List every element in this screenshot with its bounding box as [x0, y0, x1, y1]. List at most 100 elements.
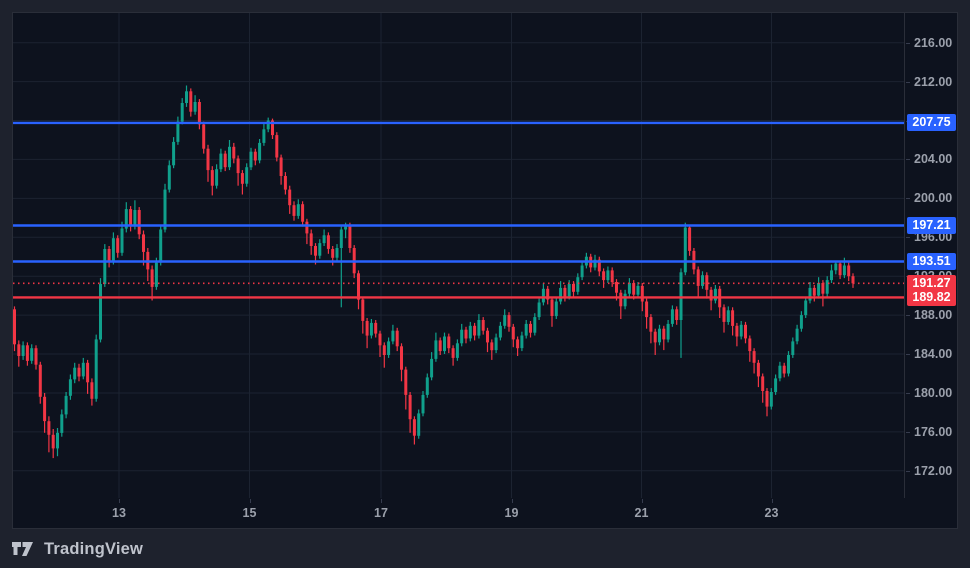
candle [167, 160, 171, 193]
price-label: 204.00 [914, 152, 953, 166]
candle [30, 344, 34, 364]
candle [468, 321, 472, 342]
candle [653, 328, 657, 355]
time-label: 13 [112, 506, 126, 520]
candle [537, 298, 541, 320]
candle [172, 137, 176, 169]
tradingview-logo-icon[interactable] [12, 541, 35, 558]
candle [421, 391, 425, 417]
candle [559, 281, 563, 305]
price-label: 188.00 [914, 308, 953, 322]
candle [602, 268, 606, 288]
time-tick [249, 499, 251, 503]
time-axis[interactable]: 13 15 17 19 21 23 [13, 499, 959, 530]
candle [787, 351, 790, 377]
candle [103, 244, 107, 287]
candle [154, 257, 158, 290]
candle [731, 307, 735, 336]
candle [425, 373, 429, 398]
candle [589, 253, 593, 273]
candle [688, 224, 692, 256]
candle [129, 206, 133, 232]
candle [649, 314, 653, 344]
candle [623, 289, 627, 310]
brand-name[interactable]: TradingView [44, 539, 144, 558]
candle [189, 88, 193, 117]
candle [791, 337, 795, 358]
candle [430, 352, 434, 381]
candle [735, 322, 739, 347]
candle [43, 393, 47, 433]
price-tick [906, 432, 910, 433]
candle [206, 144, 210, 182]
candle [554, 297, 558, 319]
candle [404, 366, 408, 410]
candle [645, 298, 649, 329]
candle [795, 324, 799, 345]
candle [73, 362, 77, 384]
price-chart-pane[interactable] [13, 13, 905, 498]
candle [477, 314, 481, 339]
candle [34, 345, 38, 370]
candle [374, 320, 378, 338]
candle [473, 322, 477, 341]
candle [137, 207, 141, 240]
candle [202, 121, 206, 154]
candle [658, 324, 661, 346]
candle [382, 342, 386, 368]
price-label: 200.00 [914, 191, 953, 205]
candle [292, 201, 296, 221]
candle [86, 359, 90, 394]
candle [279, 154, 283, 185]
candle [851, 273, 855, 288]
candle [185, 85, 188, 107]
time-tick [119, 499, 120, 503]
candle [197, 99, 201, 130]
candle [662, 325, 666, 351]
candle [606, 266, 610, 283]
candle [744, 321, 747, 344]
candle [679, 268, 683, 358]
candle [335, 244, 339, 261]
candle [357, 270, 360, 310]
price-label: 212.00 [914, 75, 953, 89]
candle [529, 321, 532, 338]
candle [756, 359, 760, 388]
candle [365, 318, 369, 349]
price-level-badge: 189.82 [907, 289, 956, 306]
candle [408, 392, 412, 433]
candle [236, 155, 240, 186]
candle [550, 296, 554, 327]
price-level-badge: 193.51 [907, 253, 956, 270]
price-tick [906, 237, 910, 238]
chart-canvas: 216.00212.00208.00204.00200.00196.00192.… [12, 12, 958, 529]
price-axis[interactable]: 216.00212.00208.00204.00200.00196.00192.… [906, 13, 958, 498]
candle [610, 267, 614, 287]
candle [507, 312, 511, 332]
time-label: 21 [634, 506, 649, 520]
candle [318, 239, 322, 259]
price-level-badge: 197.21 [907, 217, 956, 234]
candle [90, 378, 94, 406]
candle [309, 229, 313, 255]
candle [13, 306, 16, 352]
candle [283, 172, 287, 195]
candle [812, 285, 816, 302]
candle [726, 306, 730, 325]
candle [339, 226, 343, 308]
candle [301, 201, 305, 227]
candle [546, 285, 550, 305]
candle [821, 280, 825, 307]
candle [670, 305, 674, 327]
candle [395, 327, 399, 352]
candle [464, 326, 468, 344]
candle [369, 319, 373, 339]
candle [627, 278, 631, 297]
candle [223, 150, 227, 172]
candle [258, 139, 262, 164]
candle [68, 374, 72, 400]
candle [774, 374, 778, 395]
candle [666, 320, 670, 343]
candle [701, 271, 704, 289]
candle [481, 317, 485, 335]
